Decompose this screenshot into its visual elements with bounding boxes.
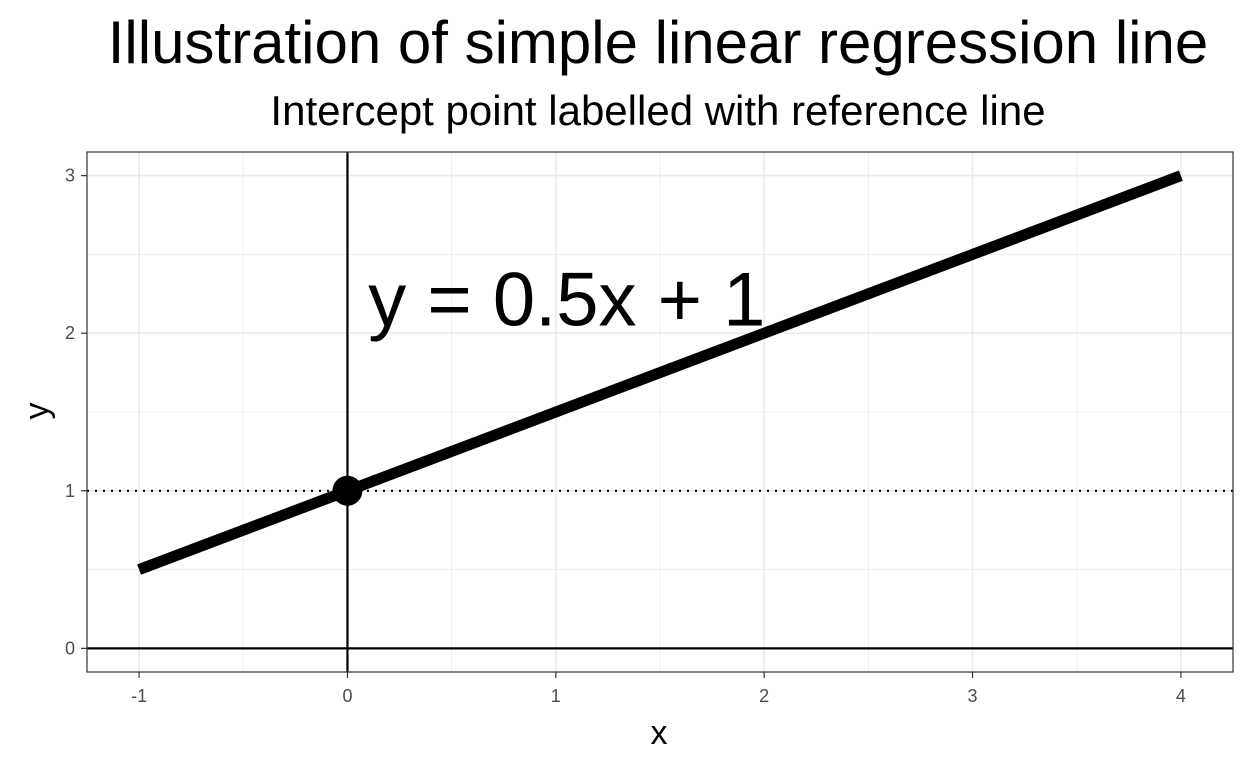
y-tick-label: 2 [65,323,75,343]
x-tick-label: 2 [759,686,769,706]
intercept-point [332,475,363,506]
chart-title: Illustration of simple linear regression… [108,9,1209,76]
y-axis-title: y [18,403,56,420]
equation-annotation: y = 0.5x + 1 [368,257,765,342]
annotation-layer: y = 0.5x + 1 [368,257,765,342]
x-axis: -1 0 1 2 3 4 [131,672,1186,706]
regression-line [137,170,1183,575]
y-tick-label: 1 [65,481,75,501]
x-tick-label: -1 [131,686,147,706]
points-layer [332,475,363,506]
y-tick-label: 0 [65,638,75,658]
x-tick-label: 3 [968,686,978,706]
panel-frame [86,151,1234,673]
chart-subtitle: Intercept point labelled with reference … [270,87,1045,134]
reference-lines [87,152,1233,672]
panel-border [86,151,1234,673]
x-tick-label: 0 [342,686,352,706]
x-axis-title: x [651,714,668,752]
y-axis: 0 1 2 3 [65,166,87,658]
minor-grid [87,152,1233,672]
y-tick-label: 3 [65,166,75,186]
x-tick-label: 4 [1176,686,1186,706]
x-tick-label: 1 [551,686,561,706]
series-layer [137,170,1183,575]
